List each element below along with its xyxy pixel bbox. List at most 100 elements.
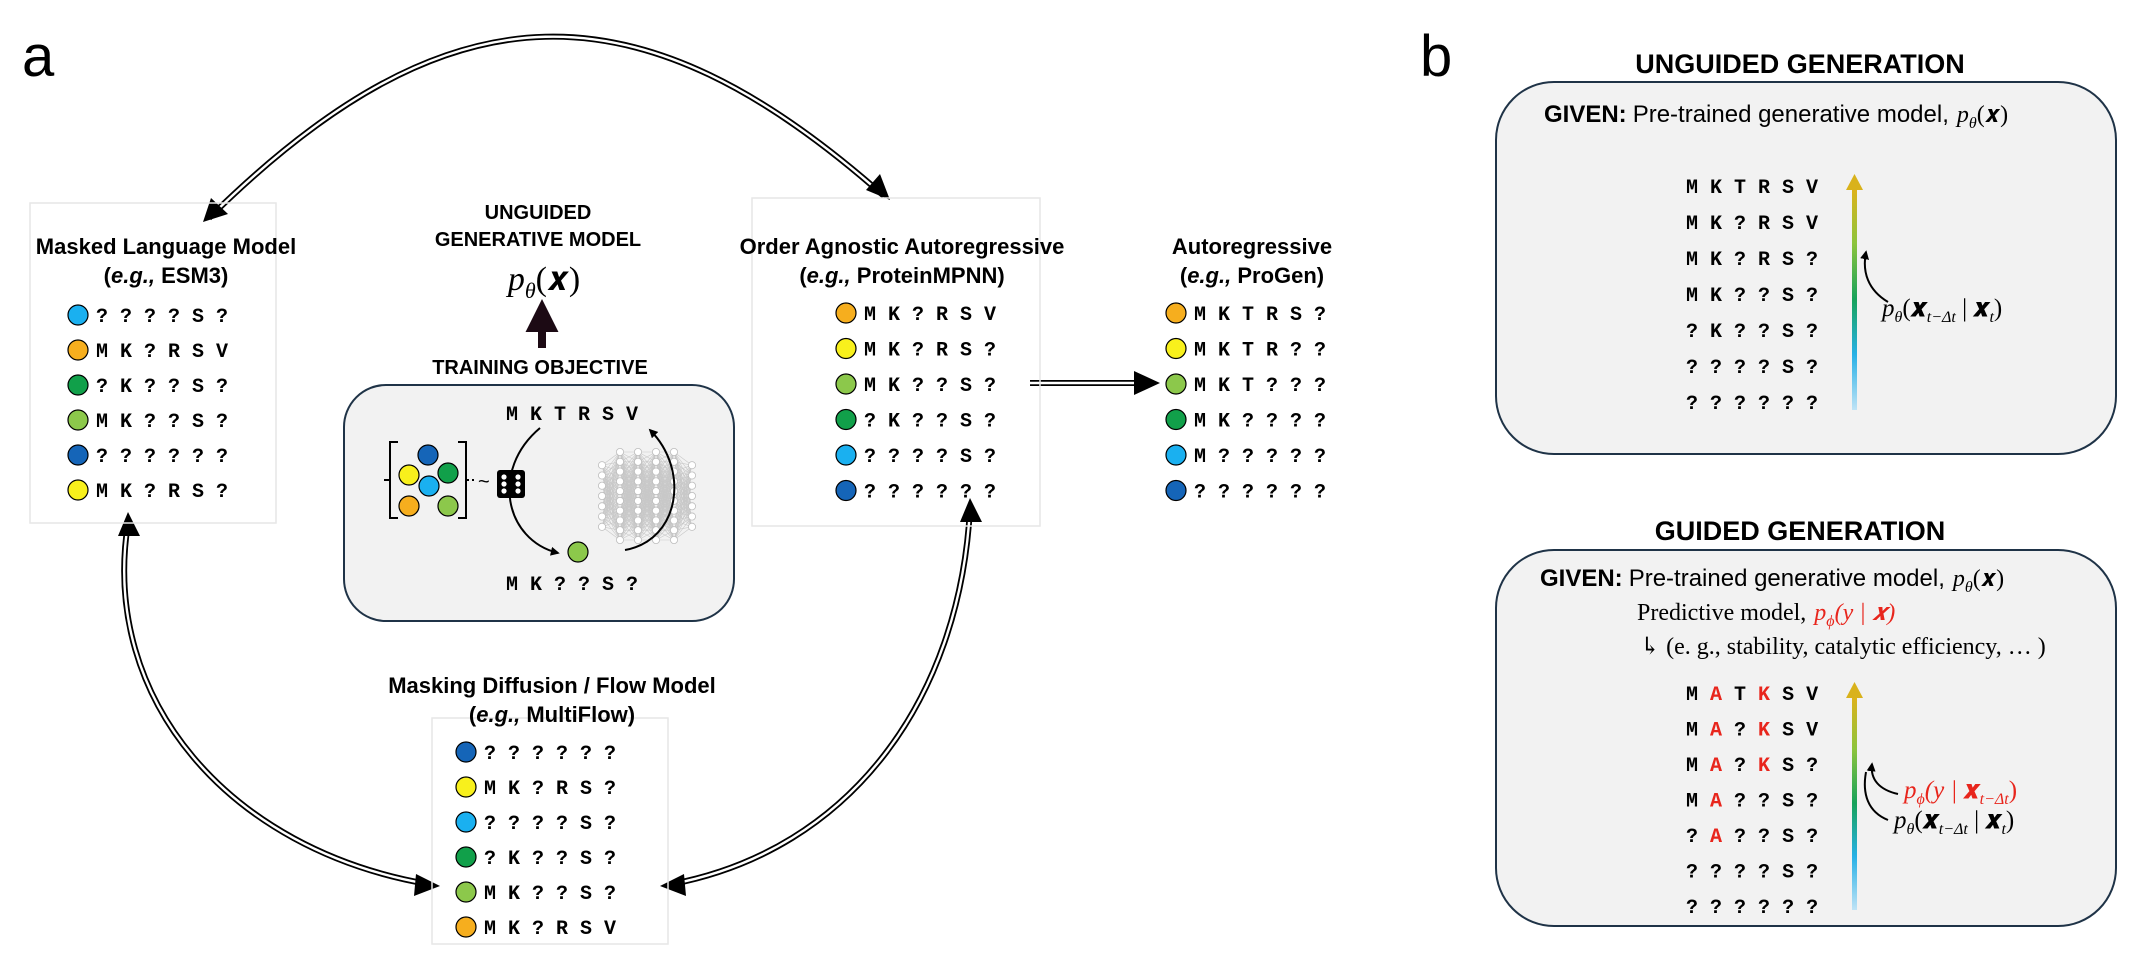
nn-edge [601, 490, 621, 527]
guided-residue: ? [1710, 862, 1734, 885]
nn-edge [619, 500, 639, 541]
g-annot2-open: ( [1914, 807, 1922, 834]
nn-node [652, 487, 661, 496]
nn-node [688, 461, 697, 470]
oaa-row: ? ? ? ? S ? [835, 444, 996, 469]
sample-set-bracket [384, 441, 474, 519]
nn-node [688, 512, 697, 521]
unguided-given-formula: p [1955, 102, 1969, 128]
mlm-row-seq: M K ? ? S ? [96, 411, 228, 434]
unguided-row-seq: ? K ? ? S ? [1686, 321, 1818, 344]
guided-examples: ↳ (e. g., stability, catalytic efficienc… [1640, 634, 2046, 660]
nn-edge [637, 451, 657, 492]
mlm-row: ? ? ? ? S ? [67, 304, 228, 329]
mdf-row: ? ? ? ? S ? [455, 811, 616, 836]
arrowhead-mdf-right [660, 874, 686, 896]
panel-a-letter: a [22, 24, 55, 89]
g-annot2-bar: | [1968, 807, 1986, 834]
mlm-row-ball [67, 339, 89, 361]
guided-residue: ? [1806, 826, 1818, 849]
dice-icon [497, 470, 525, 498]
guided-residue: M [1686, 720, 1710, 743]
nn-edge [655, 451, 675, 492]
nn-edge [601, 500, 621, 527]
guided-residue: ? [1686, 862, 1710, 885]
guided-residue: S [1782, 862, 1806, 885]
guided-given-sub: θ [1965, 579, 1973, 596]
g-annot1-x-sub: t−Δt [1980, 791, 2010, 808]
guided-residue: ? [1758, 826, 1782, 849]
ug-annot-open: ( [1902, 295, 1910, 322]
arc-mlm-oaa [206, 33, 886, 221]
nn-node [652, 516, 661, 525]
nn-node [634, 487, 643, 496]
unguided-annot-arrow [1860, 250, 1889, 303]
mdf-sequence-list: ? ? ? ? ? ? M K ? R S ? ? ? ? ? S ? ? K ? ?… [455, 741, 616, 941]
unguided-row-seq: M K ? R S V [1686, 213, 1818, 236]
cluster-ball [437, 495, 459, 517]
mlm-row-ball [67, 444, 89, 466]
nn-node [634, 467, 643, 476]
guided-row-seq: M A T K S V [1686, 684, 1818, 707]
guided-given-text: Pre-trained generative model, [1629, 565, 1945, 592]
g-annot2-p: p [1892, 807, 1907, 834]
mdf-title: Masking Diffusion / Flow Model [388, 673, 716, 698]
nn-edge [673, 516, 693, 541]
oaa-row-seq: ? ? ? ? ? ? [864, 482, 996, 505]
nn-node [598, 522, 607, 531]
mdf-row-ball [455, 811, 477, 833]
objective-label: TRAINING OBJECTIVE [432, 357, 648, 379]
unguided-row-seq: M K ? R S ? [1686, 249, 1818, 272]
guided-residue: ? [1734, 720, 1758, 743]
nn-node [688, 471, 697, 480]
oaa-sequence-list: M K ? R S V M K ? R S ? M K ? ? S ? ? K ? ?… [835, 302, 996, 505]
nn-node [598, 512, 607, 521]
oaa-subtitle-name: ProteinMPNN [857, 263, 998, 288]
g-annot2-x1: 𝒙 [1922, 807, 1941, 834]
nn-node [616, 447, 625, 456]
center-title-line2: GENERATIVE MODEL [435, 229, 641, 251]
oaa-row-ball [835, 373, 857, 395]
ar-row-seq: M K T ? ? ? [1194, 375, 1326, 398]
g-annot1-close: ) [2009, 777, 2017, 804]
oaa-row-seq: M K ? R S V [864, 304, 996, 327]
mlm-row: M K ? ? S ? [67, 409, 228, 434]
guided-residue: K [1758, 755, 1782, 778]
ug-annot-x1-sub: t−Δt [1927, 309, 1957, 326]
guided-bar-head [1846, 682, 1863, 698]
mlm-row: M K ? R S ? [67, 479, 228, 504]
guided-annot-arrow-2 [1863, 771, 1889, 821]
nn-edge [637, 451, 657, 541]
mdf-subtitle-name: MultiFlow [526, 702, 628, 727]
guided-row-seq: ? ? ? ? S ? [1686, 862, 1818, 885]
guided-residue: ? [1734, 791, 1758, 814]
oaa-title: Order Agnostic Autoregressive [740, 234, 1065, 259]
unguided-given-label: GIVEN: [1544, 101, 1627, 128]
guided-row-seq: ? A ? ? S ? [1686, 826, 1818, 849]
guided-residue: ? [1734, 862, 1758, 885]
nn-node [634, 447, 643, 456]
guided-residue: V [1806, 684, 1818, 707]
ar-subtitle: (e.g., ProGen) [1180, 263, 1324, 288]
ar-sequence-list: M K T R S ? M K T R ? ? M K T ? ? ? M K ? ?… [1165, 302, 1326, 505]
unguided-title: UNGUIDED GENERATION [1635, 49, 1965, 79]
g-annot2-sub: θ [1907, 821, 1915, 838]
nn-node [634, 516, 643, 525]
mlm-row-seq: ? K ? ? S ? [96, 376, 228, 399]
nn-edge [637, 461, 657, 541]
ar-row-ball [1165, 302, 1187, 324]
nn-edge [655, 461, 675, 541]
ar-row: M K T R S ? [1165, 302, 1326, 327]
ar-row: M ? ? ? ? ? [1165, 444, 1326, 469]
nn-node [688, 522, 697, 531]
cluster-ball [398, 495, 420, 517]
nn-edge [637, 451, 657, 531]
ar-row-seq: M K T R S ? [1194, 304, 1326, 327]
guided-residue: ? [1806, 755, 1818, 778]
guided-row-seq: M A ? K S V [1686, 720, 1818, 743]
nn-edge [637, 510, 657, 541]
ar-row-ball [1165, 373, 1187, 395]
oaa-row-ball [835, 337, 857, 360]
oaa-block: Order Agnostic Autoregressive (e.g., Pro… [740, 234, 1065, 505]
nn-node [616, 506, 625, 515]
